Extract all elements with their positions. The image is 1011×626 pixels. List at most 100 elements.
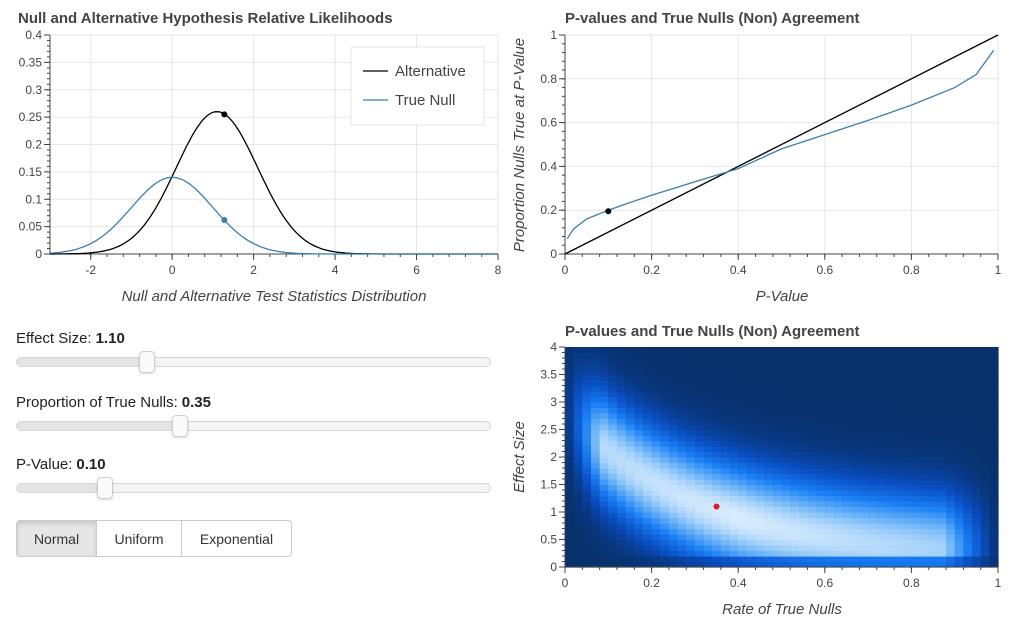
heatmap-cell [634, 561, 644, 568]
heatmap-cell [634, 418, 644, 425]
heatmap-cell [634, 424, 644, 431]
heatmap-cell [651, 369, 661, 376]
heatmap-cell [573, 407, 583, 414]
heatmap-cell [738, 391, 748, 398]
heatmap-cell [876, 347, 887, 354]
heatmap-cell [920, 352, 930, 359]
heatmap-cell [712, 517, 722, 524]
heatmap-cell [694, 358, 705, 365]
heatmap-cell [582, 539, 592, 546]
heatmap-cell [937, 495, 947, 502]
p-value-slider-fill [17, 484, 103, 492]
heatmap-cell [928, 435, 938, 442]
heatmap-cell [573, 490, 583, 497]
heatmap-cell [764, 539, 774, 546]
heatmap-cell [599, 446, 609, 453]
heatmap-cell [582, 429, 592, 436]
heatmap-cell [720, 523, 731, 530]
heatmap-cell [677, 523, 687, 530]
heatmap-cell [573, 402, 583, 409]
heatmap-cell [902, 435, 912, 442]
heatmap-cell [712, 457, 722, 464]
heatmap-cell [565, 396, 575, 403]
p-value-slider[interactable] [16, 477, 491, 499]
heatmap-cell [885, 396, 895, 403]
heatmap-cell [833, 534, 843, 541]
heatmap-cell [712, 451, 722, 458]
heatmap-cell [859, 358, 869, 365]
heatmap-cell [989, 528, 999, 535]
heatmap-cell [954, 468, 964, 475]
heatmap-cell [876, 358, 887, 365]
heatmap-cell [729, 396, 739, 403]
heatmap-cell [651, 396, 661, 403]
heatmap-cell [590, 380, 601, 387]
heatmap-cell [954, 517, 964, 524]
heatmap-cell [989, 446, 999, 453]
heatmap-cell [608, 358, 618, 365]
heatmap-cell [807, 490, 817, 497]
heatmap-cell [781, 490, 791, 497]
heatmap-cell [972, 545, 982, 552]
heatmap-cell [677, 374, 687, 381]
heatmap-cell [963, 374, 973, 381]
heatmap-cell [608, 374, 618, 381]
heatmap-cell [920, 495, 930, 502]
heatmap-cell [850, 402, 861, 409]
heatmap-cell [980, 545, 990, 552]
prop-nulls-slider-handle[interactable] [172, 415, 189, 437]
heatmap-cell [980, 479, 990, 486]
p-value-slider-handle[interactable] [96, 477, 113, 499]
heatmap-cell [703, 374, 713, 381]
heatmap-cell [720, 391, 731, 398]
heatmap-cell [573, 517, 583, 524]
prop-nulls-slider[interactable] [16, 415, 491, 437]
heatmap-cell [859, 407, 869, 414]
heatmap-cell [608, 550, 618, 557]
heatmap-cell [738, 506, 748, 513]
heatmap-cell [590, 385, 601, 392]
heatmap-cell [911, 506, 921, 513]
heatmap-cell [816, 479, 826, 486]
heatmap-cell [668, 358, 679, 365]
effect-size-slider-handle[interactable] [139, 351, 156, 373]
heatmap-cell [565, 380, 575, 387]
heatmap-cell [573, 451, 583, 458]
heatmap-cell [772, 539, 783, 546]
heatmap-cell [894, 517, 904, 524]
heatmap-cell [660, 539, 670, 546]
heatmap-cell [781, 429, 791, 436]
exponential-button[interactable]: Exponential [181, 520, 292, 557]
uniform-button[interactable]: Uniform [96, 520, 182, 557]
heatmap-cell [980, 501, 990, 508]
heatmap-cell [686, 490, 696, 497]
heatmap-cell [703, 380, 713, 387]
heatmap-cell [859, 512, 869, 519]
heatmap-cell [980, 539, 990, 546]
heatmap-cell [963, 550, 973, 557]
heatmap-cell [755, 462, 765, 469]
heatmap-cell [608, 402, 618, 409]
heatmap-cell [781, 539, 791, 546]
heatmap-cell [954, 539, 964, 546]
heatmap-cell [972, 402, 982, 409]
heatmap-cell [868, 468, 878, 475]
heatmap-cell [625, 396, 635, 403]
heatmap-cell [980, 561, 990, 568]
normal-button[interactable]: Normal [16, 520, 97, 557]
heatmap-cell [677, 561, 687, 568]
heatmap-cell [937, 352, 947, 359]
heatmap-cell [980, 512, 990, 519]
heatmap-cell [911, 446, 921, 453]
heatmap-cell [798, 440, 809, 447]
heatmap-cell [764, 457, 774, 464]
heatmap-cell [712, 490, 722, 497]
heatmap-cell [807, 545, 817, 552]
heatmap-cell [634, 347, 644, 354]
heatmap-cell [989, 490, 999, 497]
effect-size-slider[interactable] [16, 351, 491, 373]
heatmap-cell [807, 517, 817, 524]
heatmap-cell [764, 435, 774, 442]
heatmap-cell [954, 424, 964, 431]
heatmap-cell [876, 490, 887, 497]
